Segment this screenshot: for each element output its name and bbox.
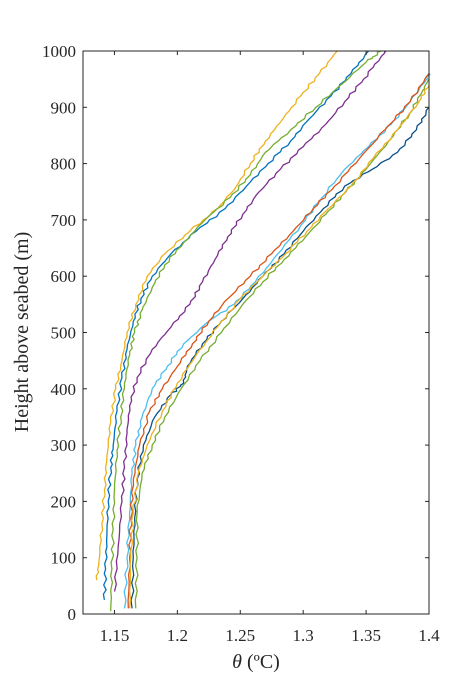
y-tick-label: 0 [68, 605, 77, 624]
y-tick-label: 900 [51, 98, 77, 117]
x-axis-label-symbol: θ [232, 651, 242, 673]
y-tick-label: 600 [51, 267, 77, 286]
y-tick-label: 1000 [42, 42, 76, 61]
x-tick-label: 1.35 [351, 626, 381, 645]
x-tick-label: 1.2 [167, 626, 188, 645]
y-tick-label: 800 [51, 155, 77, 174]
y-axis-label: Height above seabed (m) [11, 232, 33, 432]
y-tick-label: 200 [51, 492, 77, 511]
y-tick-label: 100 [51, 549, 77, 568]
x-axis-label-unit: (ºC) [242, 651, 280, 673]
x-tick-label: 1.25 [225, 626, 255, 645]
x-axis: 1.15 1.2 1.25 1.3 1.35 1.4 [100, 51, 440, 645]
series-line-4 [113, 50, 387, 592]
y-tick-label: 700 [51, 211, 77, 230]
x-tick-label: 1.15 [100, 626, 130, 645]
series-line-1 [95, 50, 338, 581]
series-line-3 [110, 50, 382, 612]
y-axis: 0 100 200 300 400 500 600 700 800 900 1000 [42, 42, 429, 624]
y-tick-label: 300 [51, 436, 77, 455]
series-line-5 [123, 73, 431, 609]
x-axis-label: θ (ºC) [232, 651, 280, 673]
series-line-2 [102, 50, 370, 601]
x-tick-label: 1.3 [293, 626, 314, 645]
series-line-8 [134, 78, 430, 609]
series-layer [95, 50, 431, 612]
y-tick-label: 500 [51, 324, 77, 343]
x-tick-label: 1.4 [418, 626, 440, 645]
series-line-9 [128, 84, 430, 609]
series-line-6 [127, 73, 430, 609]
y-tick-label: 400 [51, 380, 77, 399]
